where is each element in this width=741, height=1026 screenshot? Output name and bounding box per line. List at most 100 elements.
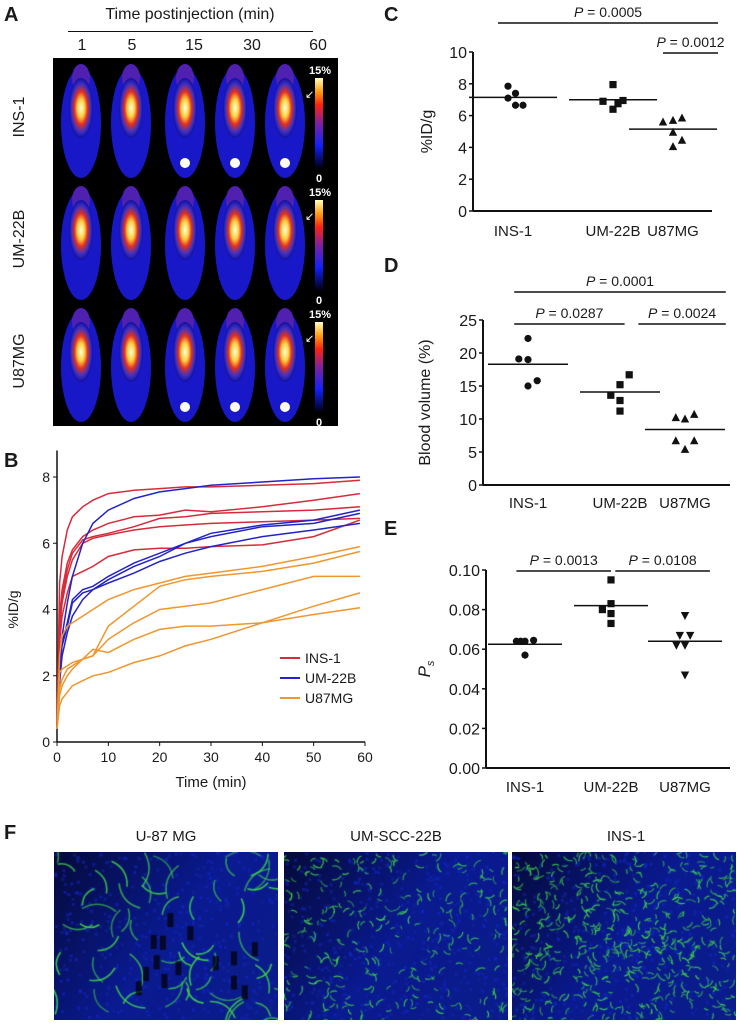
- mouse-scan: [215, 64, 255, 178]
- data-point: [607, 576, 615, 584]
- data-point: [668, 115, 678, 124]
- x-tick-label: 40: [255, 749, 271, 765]
- series-line-u87mg: [56, 575, 360, 729]
- x-category-label: INS-1: [506, 779, 544, 796]
- time-points: 1 5 15 30 60: [50, 37, 340, 57]
- data-point: [675, 631, 685, 640]
- scale-min-label: 0: [316, 295, 322, 307]
- x-category-label: U87MG: [659, 495, 711, 512]
- y-tick-label: 15: [459, 379, 477, 396]
- series-line-u87mg: [56, 592, 361, 729]
- mouse-scan: [111, 64, 151, 178]
- data-point: [680, 671, 690, 680]
- data-point: [677, 113, 687, 122]
- series-line-u87mg: [56, 545, 361, 729]
- data-point: [598, 606, 606, 614]
- row-label: UM-22B: [11, 209, 28, 269]
- x-tick-label: 10: [101, 749, 117, 765]
- y-tick-label: 2: [42, 668, 50, 684]
- mouse-scan: [215, 308, 255, 422]
- y-tick-label: 6: [42, 535, 50, 551]
- time-point-label: 60: [309, 37, 327, 54]
- data-point: [677, 135, 687, 144]
- x-category-label: UM-22B: [585, 223, 640, 240]
- y-axis-label: %ID/g: [5, 590, 21, 628]
- data-point: [671, 436, 680, 445]
- data-point: [672, 641, 681, 650]
- pet-images: ↙ 15% 0 ↙ 15% 0 ↙ 15% 0: [61, 64, 331, 429]
- y-tick-label: 10: [449, 45, 467, 62]
- data-point: [521, 637, 529, 645]
- panel-a-header: Time postinjection (min): [105, 6, 275, 23]
- fluorescence-image-ins1: [512, 852, 736, 1020]
- chart-e-permeability: 0.00 0.02 0.04 0.06 0.08 0.10 INS-1 UM-22B U87MG…: [415, 552, 730, 796]
- x-tick-label: 30: [203, 749, 219, 765]
- row-label: INS-1: [11, 96, 28, 138]
- x-category-label: INS-1: [494, 223, 532, 240]
- series-line-u87mg: [56, 607, 361, 729]
- y-tick-label: 10: [459, 412, 477, 429]
- y-tick-label: 0.02: [449, 721, 480, 738]
- y-tick-label: 0.06: [449, 642, 480, 659]
- y-tick-label: 0: [458, 204, 467, 221]
- scale-min-label: 0: [316, 417, 322, 426]
- tumor-arrow-icon: ↙: [305, 211, 314, 223]
- mouse-scan: [61, 186, 101, 300]
- time-point-label: 1: [77, 37, 87, 54]
- scale-min-label: 0: [316, 173, 322, 185]
- series-line-um-22b: [56, 522, 361, 729]
- data-point: [658, 117, 668, 126]
- data-point: [680, 414, 690, 423]
- data-point: [690, 436, 699, 445]
- legend-label: INS-1: [305, 650, 341, 666]
- y-tick-label: 4: [458, 140, 467, 157]
- x-category-label: U87MG: [659, 779, 711, 796]
- data-point: [515, 355, 523, 363]
- color-scale-bar: [315, 200, 323, 290]
- data-point: [607, 619, 615, 628]
- legend-label: U87MG: [305, 690, 353, 706]
- row-labels: INS-1 UM-22B U87MG: [0, 58, 50, 426]
- time-point-label: 30: [243, 37, 261, 54]
- data-point: [521, 651, 529, 659]
- y-tick-label: 8: [458, 77, 467, 94]
- fluorescence-image-um-scc-22b: [284, 852, 508, 1020]
- data-point: [511, 89, 520, 97]
- mouse-scan: ↙: [265, 186, 314, 300]
- data-point: [524, 356, 532, 364]
- x-tick-label: 60: [357, 749, 373, 765]
- mouse-scan: [61, 64, 101, 178]
- mouse-scan: [165, 64, 205, 178]
- p-value-label: P = 0.0012: [656, 34, 724, 50]
- data-point: [524, 382, 532, 390]
- data-point: [607, 391, 615, 399]
- panel-a-header-rule: [68, 31, 313, 32]
- data-point: [607, 600, 615, 608]
- p-value-label: P = 0.0005: [574, 4, 642, 20]
- series-line-um-22b: [56, 512, 361, 729]
- mouse-scan: [215, 186, 255, 300]
- y-axis-label: Blood volume (%): [417, 339, 434, 465]
- x-tick-label: 50: [306, 749, 322, 765]
- mouse-scan: [61, 308, 101, 422]
- y-tick-label: 0.00: [449, 761, 480, 778]
- data-point: [671, 413, 680, 422]
- y-tick-label: 0: [42, 734, 50, 750]
- data-point: [504, 94, 512, 102]
- series-line-ins-1: [56, 506, 360, 726]
- mouse-scan: ↙: [265, 308, 314, 422]
- y-tick-label: 6: [458, 109, 467, 126]
- p-value-label: P = 0.0013: [530, 552, 598, 568]
- data-point: [599, 97, 607, 105]
- fluorescence-image-u87mg: [54, 852, 278, 1020]
- image-label-u87mg: U-87 MG: [135, 828, 197, 845]
- x-axis-label: Time (min): [175, 774, 246, 791]
- mouse-scan: [165, 308, 205, 422]
- x-category-label: INS-1: [509, 495, 547, 512]
- series-line-um-22b: [56, 509, 361, 729]
- y-tick-label: 0: [468, 478, 477, 495]
- y-axis-label: %ID/g: [419, 110, 436, 154]
- data-point: [511, 101, 520, 109]
- data-point: [519, 101, 527, 109]
- data-point: [607, 609, 615, 618]
